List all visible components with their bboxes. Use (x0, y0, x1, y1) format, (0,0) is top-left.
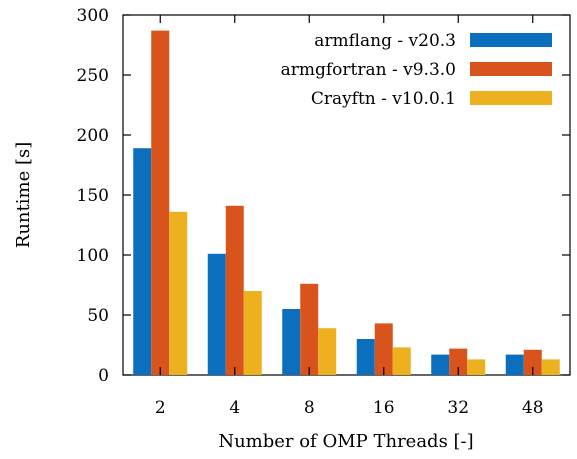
bar (169, 211, 188, 375)
bar (225, 205, 244, 375)
bar (374, 323, 393, 375)
bar (523, 349, 542, 375)
bar (392, 347, 411, 375)
bar (505, 354, 524, 375)
y-tick-label: 50 (87, 306, 109, 326)
y-tick-label: 100 (77, 246, 109, 266)
x-axis-title: Number of OMP Threads [-] (218, 431, 473, 452)
x-tick-label: 32 (447, 398, 469, 418)
y-tick-label: 300 (77, 6, 109, 26)
bar (356, 339, 375, 375)
bar (243, 291, 262, 375)
y-tick-label: 200 (77, 126, 109, 146)
bar (541, 359, 560, 375)
x-tick-label: 48 (522, 398, 544, 418)
bar (133, 148, 152, 375)
legend-swatch (470, 62, 552, 76)
y-axis-title: Runtime [s] (13, 142, 34, 248)
x-axis-ticks: 2 4 8 16 32 48 (155, 15, 544, 418)
bar (449, 348, 468, 375)
y-tick-label: 250 (77, 66, 109, 86)
y-tick-label: 0 (98, 366, 109, 386)
x-tick-label: 16 (373, 398, 395, 418)
bar (300, 283, 319, 375)
legend-label: Crayftn - v10.0.1 (311, 89, 456, 109)
bar (467, 359, 486, 375)
legend-label: armflang - v20.3 (314, 31, 456, 51)
legend: armflang - v20.3 armgfortran - v9.3.0 Cray… (281, 31, 552, 109)
bar (431, 354, 450, 375)
x-tick-label: 8 (304, 398, 315, 418)
y-tick-label: 150 (77, 186, 109, 206)
legend-swatch (470, 91, 552, 105)
bar (151, 30, 170, 375)
bar (207, 253, 226, 375)
legend-label: armgfortran - v9.3.0 (281, 60, 456, 80)
y-axis-ticks: 0 50 100 150 200 250 300 (77, 6, 570, 386)
x-tick-label: 2 (155, 398, 166, 418)
x-tick-label: 4 (229, 398, 240, 418)
bars-group (133, 30, 560, 375)
bar (282, 309, 301, 375)
legend-swatch (470, 33, 552, 47)
bar (318, 328, 337, 375)
